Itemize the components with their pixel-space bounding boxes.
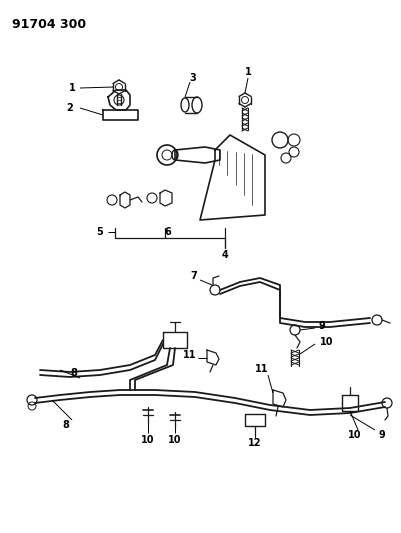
Text: 4: 4 bbox=[221, 250, 228, 260]
Text: 91704 300: 91704 300 bbox=[12, 18, 86, 31]
Text: 9: 9 bbox=[318, 321, 324, 331]
Text: 3: 3 bbox=[189, 73, 196, 83]
Text: 2: 2 bbox=[67, 103, 73, 113]
Text: 9: 9 bbox=[378, 430, 385, 440]
Text: 8: 8 bbox=[63, 420, 69, 430]
Text: 1: 1 bbox=[69, 83, 75, 93]
Text: 8: 8 bbox=[71, 368, 77, 378]
Text: 6: 6 bbox=[164, 227, 171, 237]
Text: 1: 1 bbox=[244, 67, 251, 77]
Text: 10: 10 bbox=[168, 435, 181, 445]
Text: 7: 7 bbox=[190, 271, 197, 281]
Text: 12: 12 bbox=[248, 438, 261, 448]
Text: 10: 10 bbox=[320, 337, 333, 347]
Text: 11: 11 bbox=[183, 350, 196, 360]
Text: 5: 5 bbox=[96, 227, 103, 237]
Text: 10: 10 bbox=[141, 435, 154, 445]
Text: 10: 10 bbox=[347, 430, 361, 440]
Text: 11: 11 bbox=[255, 364, 268, 374]
